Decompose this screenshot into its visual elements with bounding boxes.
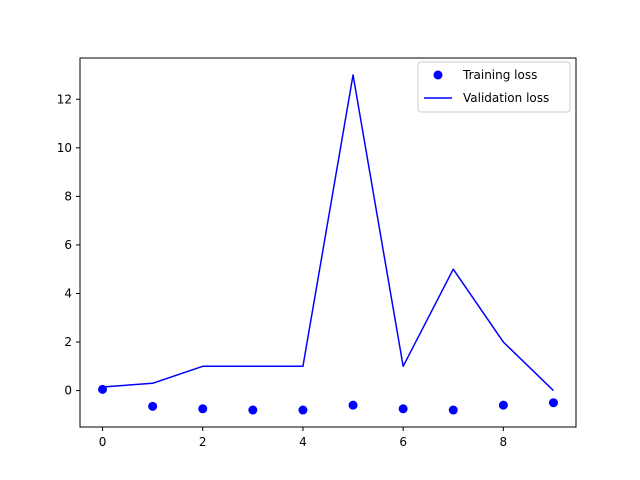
y-tick-label: 0 bbox=[64, 384, 72, 398]
training-loss-point bbox=[148, 401, 158, 411]
y-tick-label: 12 bbox=[57, 92, 72, 106]
plot-frame bbox=[79, 57, 577, 428]
training-loss-point bbox=[248, 405, 258, 415]
legend-box bbox=[417, 61, 571, 113]
training-loss-point bbox=[198, 404, 208, 414]
validation-loss-line bbox=[102, 74, 554, 392]
x-axis-ticks: 0 2 4 6 8 bbox=[99, 427, 507, 449]
y-tick-label: 4 bbox=[64, 286, 72, 300]
x-tick-label: 2 bbox=[199, 435, 207, 449]
legend-label-validation-loss: Validation loss bbox=[463, 91, 549, 105]
training-loss-point bbox=[348, 400, 358, 410]
x-tick-label: 8 bbox=[500, 435, 508, 449]
training-loss-point bbox=[448, 405, 458, 415]
legend-label-training-loss: Training loss bbox=[462, 68, 537, 82]
training-loss-point bbox=[298, 405, 308, 415]
plot-content bbox=[98, 74, 558, 415]
y-tick-label: 10 bbox=[57, 141, 72, 155]
y-axis-ticks: 0 2 4 6 8 10 12 bbox=[57, 92, 80, 398]
x-tick-label: 0 bbox=[99, 435, 107, 449]
training-loss-point bbox=[498, 400, 508, 410]
y-tick-label: 6 bbox=[64, 238, 72, 252]
x-tick-label: 4 bbox=[299, 435, 307, 449]
x-tick-label: 6 bbox=[399, 435, 407, 449]
training-loss-point bbox=[548, 398, 558, 408]
legend: Training loss Validation loss bbox=[417, 61, 571, 113]
legend-marker-training-loss bbox=[433, 70, 443, 80]
training-loss-point bbox=[398, 404, 408, 414]
y-tick-label: 2 bbox=[64, 335, 72, 349]
y-tick-label: 8 bbox=[64, 189, 72, 203]
